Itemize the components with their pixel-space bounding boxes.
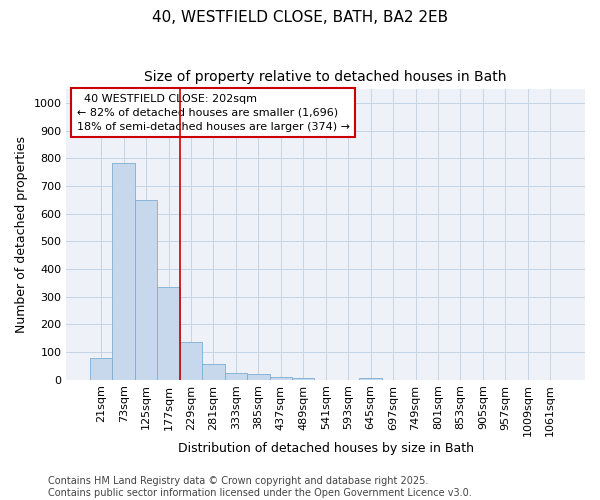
- Bar: [202, 364, 224, 380]
- Bar: [224, 373, 247, 380]
- Bar: [157, 287, 180, 380]
- Y-axis label: Number of detached properties: Number of detached properties: [15, 136, 28, 333]
- X-axis label: Distribution of detached houses by size in Bath: Distribution of detached houses by size …: [178, 442, 474, 455]
- Text: 40 WESTFIELD CLOSE: 202sqm  
← 82% of detached houses are smaller (1,696)
18% of: 40 WESTFIELD CLOSE: 202sqm ← 82% of deta…: [77, 94, 350, 132]
- Bar: [247, 374, 269, 380]
- Bar: [112, 162, 135, 380]
- Text: Contains HM Land Registry data © Crown copyright and database right 2025.
Contai: Contains HM Land Registry data © Crown c…: [48, 476, 472, 498]
- Text: 40, WESTFIELD CLOSE, BATH, BA2 2EB: 40, WESTFIELD CLOSE, BATH, BA2 2EB: [152, 10, 448, 25]
- Bar: [359, 378, 382, 380]
- Bar: [90, 358, 112, 380]
- Title: Size of property relative to detached houses in Bath: Size of property relative to detached ho…: [145, 70, 507, 84]
- Bar: [135, 200, 157, 380]
- Bar: [269, 377, 292, 380]
- Bar: [292, 378, 314, 380]
- Bar: [180, 342, 202, 380]
